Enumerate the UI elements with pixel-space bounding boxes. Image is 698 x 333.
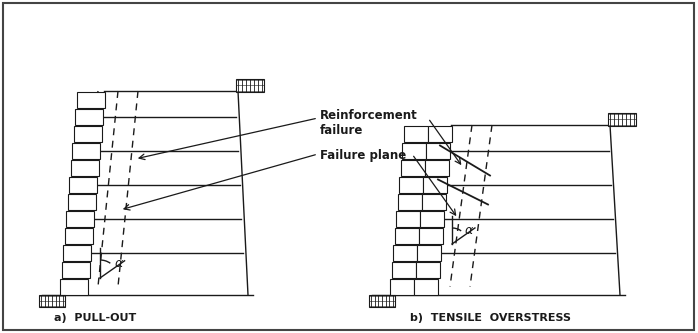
Bar: [608, 113, 636, 126]
Bar: [393, 245, 417, 261]
Bar: [63, 245, 91, 261]
Bar: [426, 143, 450, 159]
FancyBboxPatch shape: [3, 3, 694, 330]
Bar: [401, 160, 424, 176]
Bar: [69, 177, 97, 193]
Bar: [73, 126, 101, 142]
Bar: [402, 143, 426, 159]
Bar: [77, 92, 105, 108]
Bar: [399, 177, 423, 193]
Bar: [419, 228, 443, 244]
Bar: [68, 194, 96, 210]
Bar: [75, 109, 103, 125]
Bar: [423, 177, 447, 193]
Bar: [369, 295, 395, 307]
Bar: [427, 126, 452, 142]
Bar: [392, 262, 415, 278]
Bar: [61, 262, 89, 278]
Bar: [70, 160, 98, 176]
Bar: [396, 211, 420, 227]
Text: b)  TENSILE  OVERSTRESS: b) TENSILE OVERSTRESS: [410, 313, 570, 323]
Bar: [397, 194, 422, 210]
Bar: [417, 245, 441, 261]
Bar: [424, 160, 449, 176]
Text: $\alpha$: $\alpha$: [114, 257, 124, 270]
Bar: [415, 262, 440, 278]
Bar: [394, 228, 419, 244]
Bar: [236, 79, 264, 92]
Bar: [414, 279, 438, 295]
Bar: [72, 143, 100, 159]
Bar: [422, 194, 445, 210]
Bar: [39, 295, 65, 307]
Bar: [66, 211, 94, 227]
Bar: [420, 211, 444, 227]
Text: Failure plane: Failure plane: [320, 150, 406, 163]
Bar: [390, 279, 414, 295]
Text: Reinforcement
failure: Reinforcement failure: [320, 109, 417, 137]
Bar: [64, 228, 93, 244]
Bar: [60, 279, 88, 295]
Text: a)  PULL-OUT: a) PULL-OUT: [54, 313, 136, 323]
Text: $\alpha$: $\alpha$: [464, 224, 474, 237]
Bar: [403, 126, 427, 142]
